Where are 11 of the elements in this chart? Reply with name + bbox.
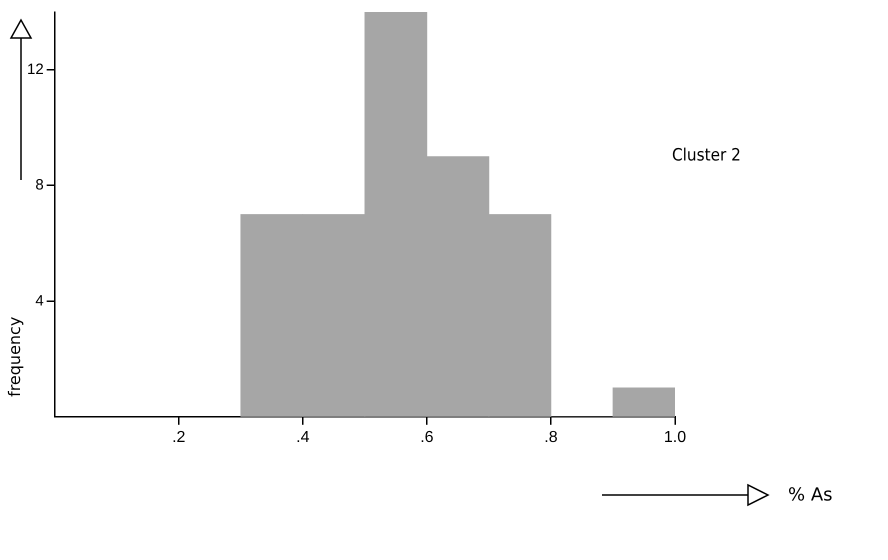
text: % As <box>788 484 833 506</box>
y-tick-label: 4 <box>35 292 44 310</box>
y-tick-label: 12 <box>26 60 44 78</box>
y-tick-label: 8 <box>35 176 44 194</box>
x-tick-label: .4 <box>296 428 310 446</box>
x-tick-label: .6 <box>420 428 434 446</box>
x-tick-label: 1.0 <box>664 428 686 446</box>
x-tick-label: .8 <box>544 428 558 446</box>
x-tick-label: .2 <box>172 428 186 446</box>
annotation: Cluster 2 <box>672 145 741 166</box>
y-axis-title: frequency <box>5 316 24 397</box>
